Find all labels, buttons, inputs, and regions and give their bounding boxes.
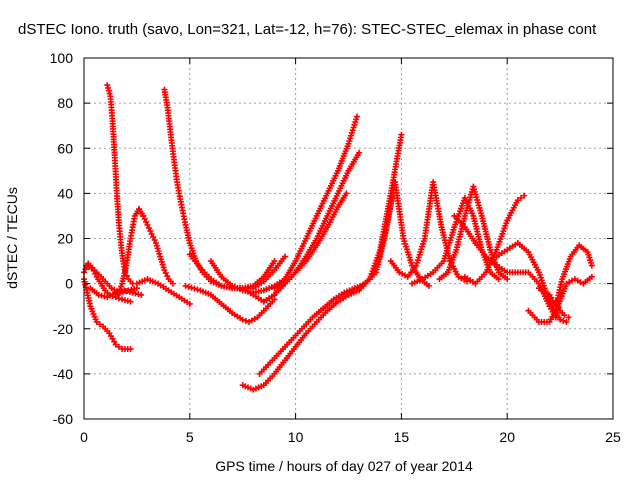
- data-point: [353, 113, 360, 120]
- series-5: [104, 82, 136, 287]
- series-15: [271, 190, 350, 292]
- series-8: [133, 276, 193, 307]
- data-point: [588, 273, 595, 280]
- sample-point: [242, 317, 249, 324]
- data-point: [93, 318, 100, 325]
- sample-point: [191, 285, 198, 292]
- data-point: [148, 230, 155, 237]
- series-10: [186, 251, 289, 292]
- data-point: [552, 298, 559, 305]
- data-point: [169, 280, 176, 287]
- x-tick-label: 5: [186, 429, 194, 445]
- sample-point: [96, 321, 103, 328]
- y-tick-label: -60: [53, 411, 73, 427]
- series-13: [239, 113, 360, 305]
- y-tick-label: 0: [65, 276, 73, 292]
- series-12: [182, 282, 278, 325]
- data-point: [239, 316, 246, 323]
- data-point: [138, 291, 145, 298]
- sample-point: [116, 286, 123, 293]
- data-points: [81, 82, 595, 393]
- data-point: [356, 149, 363, 156]
- sample-point: [115, 295, 122, 302]
- sample-point: [150, 233, 157, 240]
- sample-point: [517, 194, 524, 201]
- series-23: [461, 192, 528, 287]
- data-point: [557, 316, 564, 323]
- y-tick-label: 20: [57, 231, 73, 247]
- y-tick-label: 100: [50, 50, 74, 66]
- data-point: [271, 258, 278, 265]
- data-point: [343, 190, 350, 197]
- sample-point: [554, 301, 561, 308]
- data-point: [425, 282, 432, 289]
- series-27: [552, 298, 572, 321]
- x-tick-label: 10: [288, 429, 304, 445]
- sample-point: [145, 224, 152, 231]
- data-point: [140, 212, 147, 219]
- data-point: [514, 197, 521, 204]
- y-axis-label: dSTEC / TECUs: [4, 187, 20, 289]
- data-point: [521, 192, 528, 199]
- x-tick-label: 0: [80, 429, 88, 445]
- sample-point: [141, 215, 148, 222]
- sample-point: [115, 343, 122, 350]
- data-point: [398, 131, 405, 138]
- data-point: [161, 267, 168, 274]
- data-point: [144, 221, 151, 228]
- data-point: [588, 262, 595, 269]
- data-point: [565, 314, 572, 321]
- sample-point: [147, 227, 154, 234]
- y-tick-label: -40: [53, 366, 73, 382]
- sample-point: [194, 286, 201, 293]
- sample-point: [151, 237, 158, 244]
- sample-point: [162, 270, 169, 277]
- axis-ticks: 0 5 10 15 20 25 -60 -40 -20 0 20 40 60 80 100: [50, 50, 621, 445]
- series-26: [535, 242, 595, 310]
- series-7: [136, 206, 176, 287]
- sample-point: [143, 218, 150, 225]
- data-point: [127, 298, 134, 305]
- x-tick-label: 20: [499, 429, 515, 445]
- y-tick-label: 80: [57, 95, 73, 111]
- series-19: [387, 179, 470, 285]
- series-25: [525, 273, 595, 325]
- data-point: [186, 300, 193, 307]
- data-point: [495, 276, 502, 283]
- data-point: [282, 253, 289, 260]
- sample-point: [118, 283, 125, 290]
- data-point: [563, 318, 570, 325]
- x-tick-label: 25: [605, 429, 621, 445]
- data-point: [112, 341, 119, 348]
- data-point: [182, 282, 189, 289]
- y-tick-label: 60: [57, 140, 73, 156]
- y-tick-label: 40: [57, 185, 73, 201]
- series-18: [345, 179, 432, 298]
- data-point: [561, 312, 568, 319]
- series-4: [87, 285, 145, 301]
- grid-lines: [84, 58, 613, 419]
- x-axis-label: GPS time / hours of day 027 of year 2014: [215, 458, 473, 474]
- x-tick-label: 15: [394, 429, 410, 445]
- data-point: [504, 276, 511, 283]
- chart-title: dSTEC Iono. truth (savo, Lon=321, Lat=-1…: [18, 21, 597, 38]
- series-9: [161, 86, 278, 292]
- sample-point: [164, 273, 171, 280]
- sample-point: [555, 304, 562, 311]
- y-tick-label: -20: [53, 321, 73, 337]
- sample-point: [560, 317, 567, 324]
- data-point: [114, 291, 121, 298]
- plot-frame: [83, 57, 614, 420]
- sample-point: [188, 284, 195, 291]
- sample-point: [115, 289, 122, 296]
- sample-point: [185, 283, 192, 290]
- data-point: [127, 346, 134, 353]
